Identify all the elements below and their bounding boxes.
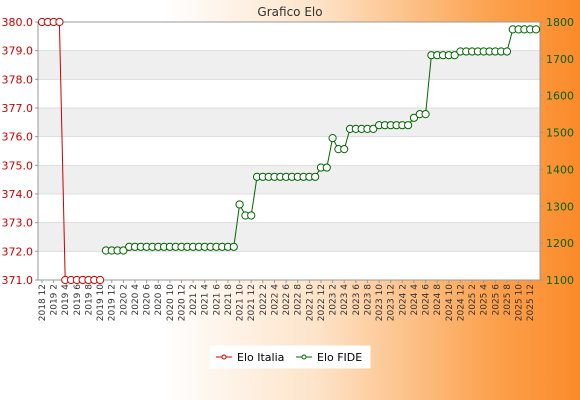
x-tick-label: 2024 6 <box>422 284 432 316</box>
x-tick-label: 2025 4 <box>480 284 490 316</box>
right-tick-label: 1600 <box>546 90 574 103</box>
chart-title: Grafico Elo <box>257 5 322 19</box>
x-tick-label: 2020 8 <box>154 284 164 316</box>
legend-label: Elo FIDE <box>317 351 362 364</box>
x-tick-label: 2022 2 <box>259 284 269 316</box>
grid-band <box>38 222 540 252</box>
x-tick-label: 2024 10 <box>445 284 455 321</box>
right-tick-label: 1200 <box>546 237 574 250</box>
x-tick-label: 2024 8 <box>433 284 443 316</box>
left-tick-label: 372.0 <box>2 245 34 258</box>
data-point <box>340 145 349 154</box>
x-tick-label: 2021 10 <box>236 284 246 321</box>
data-point <box>247 211 256 220</box>
data-point <box>404 121 413 130</box>
legend-marker <box>221 354 227 360</box>
x-tick-label: 2024 12 <box>456 284 466 321</box>
left-tick-label: 379.0 <box>2 45 34 58</box>
x-tick-label: 2024 4 <box>410 284 420 316</box>
left-tick-label: 371.0 <box>2 274 34 287</box>
x-tick-label: 2025 10 <box>515 284 525 321</box>
right-tick-label: 1400 <box>546 163 574 176</box>
data-point <box>96 275 105 285</box>
data-point <box>119 246 128 255</box>
x-tick-label: 2022 4 <box>270 284 280 316</box>
x-tick-label: 2025 6 <box>491 284 501 316</box>
x-tick-label: 2023 10 <box>375 284 385 321</box>
x-tick-label: 2021 12 <box>247 284 257 321</box>
plot-border <box>37 21 541 281</box>
right-tick-label: 1300 <box>546 200 574 213</box>
right-tick-label: 1500 <box>546 127 574 140</box>
x-tick-label: 2021 8 <box>224 284 234 316</box>
x-tick-label: 2022 8 <box>294 284 304 316</box>
left-tick-label: 373.0 <box>2 217 34 230</box>
legend-label: Elo Italia <box>237 351 284 364</box>
data-point <box>502 47 512 56</box>
x-tick-label: 2020 6 <box>143 284 153 316</box>
data-point <box>369 124 378 133</box>
x-tick-label: 2019 6 <box>73 284 83 316</box>
x-tick-label: 2021 2 <box>189 284 199 316</box>
x-tick-label: 2019 2 <box>50 284 60 316</box>
data-point <box>229 242 238 251</box>
legend-box <box>209 345 371 369</box>
x-tick-label: 2019 8 <box>84 284 94 316</box>
x-tick-label: 2023 8 <box>363 284 373 316</box>
data-point <box>531 25 541 34</box>
legend-marker <box>301 354 307 360</box>
x-tick-label: 2025 2 <box>468 284 478 316</box>
x-tick-label: 2023 2 <box>329 284 339 316</box>
x-tick-label: 2019 4 <box>61 284 71 316</box>
right-tick-label: 1700 <box>546 53 574 66</box>
left-tick-label: 377.0 <box>2 102 34 115</box>
left-tick-label: 374.0 <box>2 188 34 201</box>
right-tick-label: 1800 <box>546 16 574 29</box>
left-tick-label: 375.0 <box>2 159 34 172</box>
x-tick-label: 2023 4 <box>340 284 350 316</box>
right-tick-label: 1100 <box>546 274 574 287</box>
x-tick-label: 2022 6 <box>282 284 292 316</box>
data-point <box>55 17 64 27</box>
x-tick-label: 2023 12 <box>387 284 397 321</box>
data-point <box>235 200 244 209</box>
x-tick-label: 2021 6 <box>212 284 222 316</box>
x-tick-label: 2025 12 <box>526 284 536 321</box>
data-point <box>409 113 419 122</box>
x-tick-label: 2025 8 <box>503 284 513 316</box>
x-tick-label: 2022 12 <box>317 284 327 321</box>
data-point <box>311 172 320 181</box>
left-tick-label: 376.0 <box>2 131 34 144</box>
x-tick-label: 2020 2 <box>119 284 129 316</box>
data-point <box>328 134 337 143</box>
x-tick-label: 2018 12 <box>38 284 48 321</box>
data-point <box>322 163 331 172</box>
x-tick-label: 2021 4 <box>201 284 211 316</box>
x-tick-label: 2020 12 <box>177 284 187 321</box>
left-tick-label: 378.0 <box>2 73 34 86</box>
x-tick-label: 2019 12 <box>108 284 118 321</box>
x-tick-label: 2024 2 <box>398 284 408 316</box>
x-tick-label: 2020 10 <box>166 284 176 321</box>
x-tick-label: 2020 4 <box>131 284 141 316</box>
x-tick-label: 2023 6 <box>352 284 362 316</box>
left-tick-label: 380.0 <box>2 16 34 29</box>
grid-band <box>38 108 540 137</box>
data-point <box>421 110 430 119</box>
x-tick-label: 2019 10 <box>96 284 106 321</box>
data-point <box>450 51 459 60</box>
x-tick-label: 2022 10 <box>305 284 315 321</box>
